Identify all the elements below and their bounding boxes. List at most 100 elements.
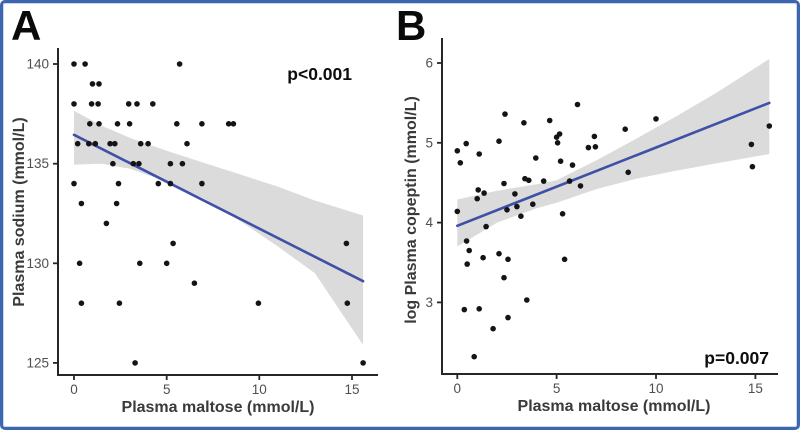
data-point (344, 300, 351, 307)
data-point (115, 180, 122, 187)
data-point (96, 121, 102, 127)
x-axis-title: Plasma maltose (mmol/L) (122, 399, 315, 416)
data-point (554, 140, 561, 146)
data-point (145, 140, 151, 147)
data-point (167, 160, 174, 167)
data-point (199, 180, 205, 187)
data-point (110, 160, 116, 167)
data-point (546, 117, 553, 124)
data-point (155, 180, 162, 187)
data-point (230, 121, 237, 127)
data-point (191, 280, 198, 287)
p-value-annotation: p=0.007 (704, 348, 769, 368)
y-tick-label: 130 (26, 256, 49, 271)
y-tick-label: 125 (26, 355, 49, 370)
data-point (521, 120, 527, 126)
data-point (464, 261, 471, 267)
data-point (103, 220, 110, 227)
data-point (125, 101, 132, 107)
data-point (483, 223, 489, 230)
data-point (87, 121, 93, 127)
data-point (126, 121, 133, 127)
data-point (574, 101, 581, 108)
data-point (88, 101, 95, 107)
data-point (343, 240, 350, 247)
data-point (577, 183, 584, 189)
p-value-annotation: p<0.001 (287, 64, 352, 84)
y-tick-label: 5 (425, 135, 433, 150)
data-point (360, 360, 366, 366)
data-point (475, 187, 482, 193)
data-point (134, 101, 140, 107)
data-point (461, 306, 468, 313)
data-point (585, 144, 592, 151)
data-point (96, 81, 102, 87)
data-point (463, 238, 470, 244)
x-axis-title: Plasma maltose (mmol/L) (518, 398, 711, 415)
data-point (163, 260, 170, 267)
x-tick-label: 10 (648, 381, 663, 396)
x-tick-label: 5 (163, 382, 171, 397)
data-point (518, 213, 524, 219)
data-point (454, 208, 461, 215)
data-point (137, 140, 144, 147)
data-point (749, 163, 756, 170)
data-point (71, 101, 77, 107)
data-point (540, 178, 547, 184)
y-tick-label: 140 (26, 57, 49, 72)
data-point (512, 191, 518, 197)
y-tick-label: 135 (26, 156, 49, 171)
data-point (225, 121, 232, 127)
data-point (501, 180, 507, 187)
y-tick-label: 3 (425, 295, 433, 310)
data-point (132, 360, 138, 366)
data-point (113, 200, 120, 207)
data-point (78, 200, 85, 207)
data-point (766, 123, 773, 129)
y-axis-title: log Plasma copeptin (mmol/L) (403, 96, 420, 324)
data-point (179, 160, 186, 167)
data-point (481, 190, 487, 196)
data-point (474, 195, 481, 202)
y-axis-title: Plasma sodium (mmol/L) (11, 117, 28, 306)
data-point (496, 138, 502, 144)
data-point (592, 144, 599, 150)
panel-a (53, 48, 378, 380)
y-tick-label: 4 (425, 215, 433, 230)
data-point (653, 116, 659, 122)
data-point (137, 260, 143, 267)
data-point (530, 201, 536, 207)
data-point (167, 180, 174, 187)
data-point (625, 169, 631, 176)
data-point (130, 160, 137, 167)
data-point (255, 300, 262, 307)
data-point (557, 158, 564, 164)
data-point (501, 274, 507, 281)
data-point (556, 131, 563, 137)
data-point (71, 180, 77, 187)
data-point (199, 121, 205, 127)
data-point (533, 155, 539, 161)
y-tick-label: 6 (425, 56, 433, 71)
data-point (74, 140, 81, 147)
data-point (174, 121, 180, 127)
data-point (76, 260, 83, 267)
x-tick-label: 0 (70, 382, 78, 397)
data-point (82, 61, 88, 67)
data-point (490, 325, 496, 332)
panel-label: B (396, 2, 426, 49)
data-point (116, 300, 123, 307)
data-point (524, 297, 530, 303)
data-point (471, 353, 478, 360)
data-point (95, 101, 101, 107)
x-tick-label: 15 (748, 381, 763, 396)
x-tick-label: 5 (553, 381, 561, 396)
data-point (463, 140, 470, 147)
data-point (480, 254, 486, 261)
data-point (466, 247, 473, 254)
data-point (559, 211, 566, 217)
regression-line (72, 133, 365, 283)
panel-b (437, 38, 778, 379)
data-point (86, 140, 92, 147)
